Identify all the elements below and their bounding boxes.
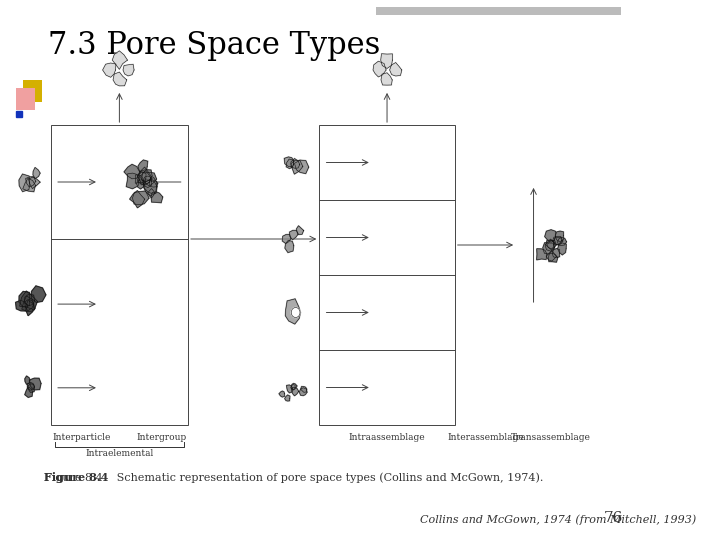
Polygon shape [285, 299, 300, 324]
Polygon shape [286, 159, 294, 168]
Polygon shape [552, 248, 559, 258]
Polygon shape [130, 191, 145, 208]
Polygon shape [373, 61, 386, 77]
Polygon shape [139, 171, 150, 185]
Polygon shape [16, 300, 28, 311]
Polygon shape [289, 231, 298, 240]
Polygon shape [32, 286, 46, 302]
Polygon shape [143, 180, 157, 195]
Polygon shape [149, 178, 158, 187]
Bar [376, 7, 621, 15]
Polygon shape [291, 159, 300, 168]
Bar [16, 88, 35, 110]
Polygon shape [113, 72, 127, 86]
Polygon shape [151, 192, 163, 202]
Polygon shape [300, 388, 307, 396]
Polygon shape [555, 231, 564, 242]
Text: Interparticle: Interparticle [53, 433, 111, 442]
Polygon shape [381, 53, 392, 69]
Polygon shape [546, 251, 557, 261]
Polygon shape [137, 172, 146, 185]
Polygon shape [132, 191, 149, 205]
Text: Intergroup: Intergroup [137, 433, 187, 442]
Polygon shape [301, 387, 307, 392]
Polygon shape [26, 300, 35, 316]
Text: 76: 76 [603, 511, 623, 525]
Polygon shape [536, 249, 547, 260]
Polygon shape [547, 240, 554, 248]
Polygon shape [135, 175, 143, 183]
Polygon shape [137, 180, 143, 189]
Polygon shape [554, 237, 563, 245]
Polygon shape [25, 376, 30, 384]
Polygon shape [284, 395, 290, 401]
Polygon shape [287, 385, 293, 393]
Polygon shape [141, 172, 156, 186]
Polygon shape [143, 176, 152, 187]
Polygon shape [123, 64, 134, 76]
Bar [50, 125, 188, 425]
Text: 7.3 Pore Space Types: 7.3 Pore Space Types [48, 30, 380, 61]
Text: Intraelemental: Intraelemental [85, 449, 153, 458]
Polygon shape [30, 378, 41, 390]
Polygon shape [24, 294, 35, 306]
Text: Collins and McGown, 1974 (from Mitchell, 1993): Collins and McGown, 1974 (from Mitchell,… [420, 515, 696, 525]
Polygon shape [294, 160, 309, 173]
Polygon shape [390, 63, 402, 76]
Polygon shape [19, 291, 37, 310]
Polygon shape [558, 243, 566, 255]
Polygon shape [103, 63, 116, 77]
Polygon shape [543, 242, 554, 254]
Polygon shape [124, 164, 140, 179]
Polygon shape [546, 240, 557, 249]
Polygon shape [19, 292, 30, 307]
Polygon shape [282, 234, 291, 244]
Polygon shape [285, 240, 294, 253]
Polygon shape [22, 296, 34, 312]
Polygon shape [112, 51, 127, 69]
Polygon shape [291, 383, 297, 390]
Polygon shape [381, 73, 392, 85]
Polygon shape [25, 300, 34, 311]
Polygon shape [26, 177, 36, 187]
Polygon shape [545, 230, 556, 242]
Polygon shape [28, 384, 35, 393]
Polygon shape [297, 226, 304, 234]
Polygon shape [138, 160, 148, 172]
Polygon shape [148, 188, 155, 198]
Polygon shape [557, 237, 567, 245]
Polygon shape [139, 170, 152, 182]
Text: Figure 8.4    Schematic representation of pore space types (Collins and McGown, : Figure 8.4 Schematic representation of p… [44, 472, 543, 483]
Text: Interassemblage: Interassemblage [447, 433, 523, 442]
Bar [23, 80, 42, 102]
Bar [319, 125, 455, 425]
Text: Figure 8.4: Figure 8.4 [44, 472, 108, 483]
Text: Intraassemblage: Intraassemblage [348, 433, 426, 442]
Polygon shape [33, 167, 40, 179]
Polygon shape [24, 387, 32, 397]
Polygon shape [144, 179, 156, 193]
Polygon shape [292, 387, 299, 396]
Polygon shape [291, 384, 295, 390]
Polygon shape [284, 157, 294, 166]
Polygon shape [126, 173, 139, 189]
Polygon shape [138, 167, 151, 184]
Polygon shape [545, 239, 555, 251]
Text: Transassemblage: Transassemblage [511, 433, 591, 442]
Polygon shape [291, 160, 303, 174]
Circle shape [292, 307, 300, 318]
Polygon shape [19, 174, 30, 192]
Polygon shape [29, 177, 40, 188]
Polygon shape [279, 391, 284, 397]
Polygon shape [549, 253, 558, 262]
Polygon shape [23, 178, 35, 192]
Polygon shape [552, 237, 562, 245]
Polygon shape [27, 382, 35, 390]
